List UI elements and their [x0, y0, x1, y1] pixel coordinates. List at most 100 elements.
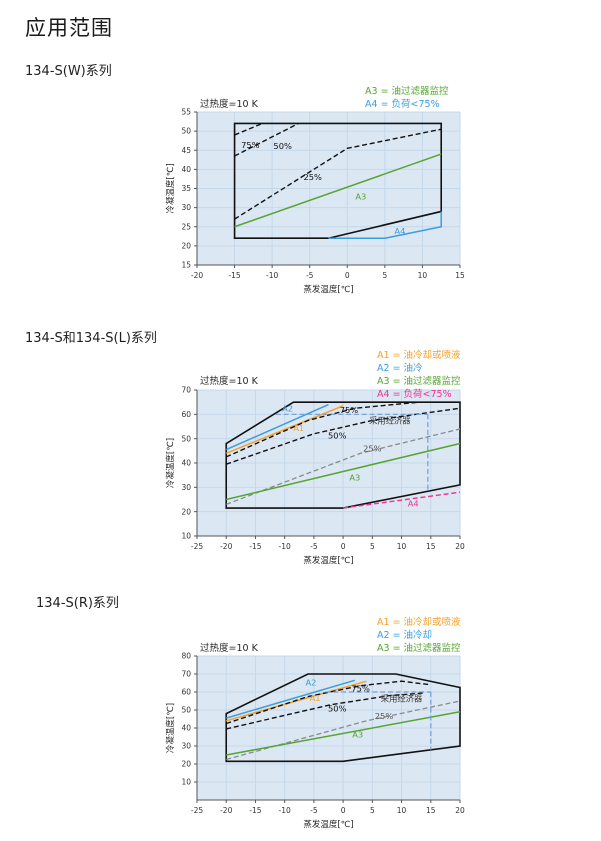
- x-tick-label: 10: [397, 806, 407, 815]
- chart-annotation: 采用经济器: [369, 416, 411, 426]
- chart-annotation: 50%: [273, 141, 292, 151]
- chart-annotation: 75%: [351, 684, 370, 694]
- x-axis-title: 蒸发温度[℃]: [303, 819, 353, 830]
- series-line-A1: [225, 405, 344, 454]
- chart-annotation: A1: [293, 423, 304, 433]
- legend-item: A1 = 油冷却或喷液: [377, 350, 461, 361]
- chart-annotation: 25%: [363, 444, 382, 454]
- series-line-50%: [234, 122, 299, 157]
- x-tick-label: 5: [382, 271, 387, 280]
- chart-annotation: A2: [305, 677, 316, 687]
- chart3-legend: A1 = 油冷却或喷液 A2 = 油冷却 A3 = 油过滤器监控: [377, 616, 461, 655]
- y-axis-title: 冷凝温度[℃]: [165, 163, 176, 213]
- x-axis-title: 蒸发温度[℃]: [303, 555, 353, 566]
- y-tick-label: 60: [181, 688, 191, 697]
- legend-item: A3 = 油过滤器监控: [377, 376, 461, 387]
- chart-annotation: 采用经济器: [381, 694, 423, 704]
- x-tick-label: 20: [455, 542, 465, 551]
- chart-annotation: A4: [394, 226, 405, 236]
- x-tick-label: -10: [279, 806, 291, 815]
- y-tick-label: 60: [181, 410, 191, 419]
- x-tick-label: 15: [426, 542, 436, 551]
- y-tick-label: 10: [181, 532, 191, 541]
- section-heading-134s-134sl: 134-S和134-S(L)系列: [25, 331, 157, 346]
- y-tick-label: 50: [181, 127, 191, 136]
- y-tick-label: 50: [181, 706, 191, 715]
- x-tick-label: 15: [426, 806, 436, 815]
- chart3-canvas: -25 -20 -15 -10 -5 0 5 10 15 20 10 20 30 40 50 60 70 80 蒸发…: [165, 652, 465, 830]
- y-tick-label: 20: [181, 507, 191, 516]
- x-tick-label: -25: [191, 806, 203, 815]
- chart-annotation: 50%: [328, 430, 347, 440]
- y-tick-label: 35: [181, 184, 191, 193]
- x-tick-label: -20: [220, 542, 232, 551]
- chart-annotation: 50%: [328, 703, 347, 713]
- y-tick-label: 15: [181, 261, 191, 270]
- x-tick-label: 0: [345, 271, 350, 280]
- y-tick-label: 30: [181, 203, 191, 212]
- axes: -25 -20 -15 -10 -5 0 5 10 15 20 10 20 30 40 50 60 70 80: [181, 652, 465, 815]
- series-line-75%: [226, 680, 431, 725]
- series-line-A2: [225, 403, 329, 451]
- envelope-line: [233, 122, 443, 240]
- x-tick-label: -5: [310, 542, 318, 551]
- series-line-25%: [234, 128, 442, 220]
- legend-item: A4 = 负荷<75%: [377, 389, 452, 400]
- series-line-A3: [234, 153, 442, 228]
- y-tick-label: 40: [181, 459, 191, 468]
- chart-annotation: 75%: [241, 140, 260, 150]
- x-tick-label: 0: [341, 806, 346, 815]
- x-tick-label: -5: [310, 806, 318, 815]
- chart-annotation: A1: [310, 693, 321, 703]
- series-line-A3: [226, 442, 461, 501]
- y-tick-label: 40: [181, 165, 191, 174]
- gridlines: [196, 655, 461, 800]
- chart-annotation: 25%: [375, 711, 394, 721]
- x-tick-label: -20: [220, 806, 232, 815]
- chart2-superheat-note: 过热度=10 K: [200, 376, 258, 387]
- axes: -20 -15 -10 -5 0 5 10 15 15 20 25 30 35 40 45 50 55: [181, 108, 465, 280]
- series-line-50%: [225, 407, 461, 465]
- chart1-superheat-note: 过热度=10 K: [200, 99, 258, 110]
- x-tick-label: -10: [279, 542, 291, 551]
- chart2-canvas: -25 -20 -15 -10 -5 0 5 10 15 20 10 20 30 40 50 60 70 蒸发温度…: [165, 386, 465, 566]
- chart-annotation: 25%: [303, 172, 322, 182]
- envelope-line: [225, 673, 461, 763]
- x-tick-label: -15: [249, 542, 261, 551]
- x-tick-label: -10: [266, 271, 278, 280]
- chart-annotation: A3: [349, 472, 360, 482]
- x-tick-label: 10: [397, 542, 407, 551]
- chart1-legend: A3 = 油过滤器监控 A4 = 负荷<75%: [365, 85, 449, 111]
- x-tick-label: -20: [191, 271, 203, 280]
- chart-annotation: A4: [408, 499, 419, 509]
- legend-item: A4 = 负荷<75%: [365, 99, 440, 110]
- x-tick-label: -15: [249, 806, 261, 815]
- x-tick-label: 5: [370, 542, 375, 551]
- y-tick-label: 30: [181, 483, 191, 492]
- series-line-50%: [226, 692, 425, 730]
- legend-item: A3 = 油过滤器监控: [377, 643, 461, 654]
- y-tick-label: 20: [181, 241, 191, 250]
- y-tick-label: 50: [181, 434, 191, 443]
- y-tick-label: 70: [181, 670, 191, 679]
- section-heading-134sw: 134-S(W)系列: [25, 64, 112, 79]
- chart1-canvas: -20 -15 -10 -5 0 5 10 15 15 20 25 30 35 40 45 50 55 蒸发温度[…: [165, 108, 465, 295]
- y-tick-label: 70: [181, 386, 191, 395]
- y-tick-label: 55: [181, 108, 191, 117]
- x-tick-label: 0: [341, 542, 346, 551]
- page-title: 应用范围: [25, 16, 113, 40]
- series-line-A4: [343, 491, 461, 509]
- series-line-75%: [234, 122, 263, 136]
- x-tick-label: 20: [455, 806, 465, 815]
- section-heading-134sr: 134-S(R)系列: [36, 596, 119, 611]
- x-tick-label: 15: [455, 271, 465, 280]
- x-axis-title: 蒸发温度[℃]: [303, 284, 353, 295]
- series-line-A3: [226, 711, 461, 756]
- series-line-25%: [225, 428, 461, 505]
- series-line-A4: [328, 211, 442, 239]
- legend-item: A2 = 油冷却: [377, 630, 433, 641]
- gridlines: [196, 111, 461, 266]
- y-axis-title: 冷凝温度[℃]: [165, 438, 176, 488]
- y-tick-label: 45: [181, 146, 191, 155]
